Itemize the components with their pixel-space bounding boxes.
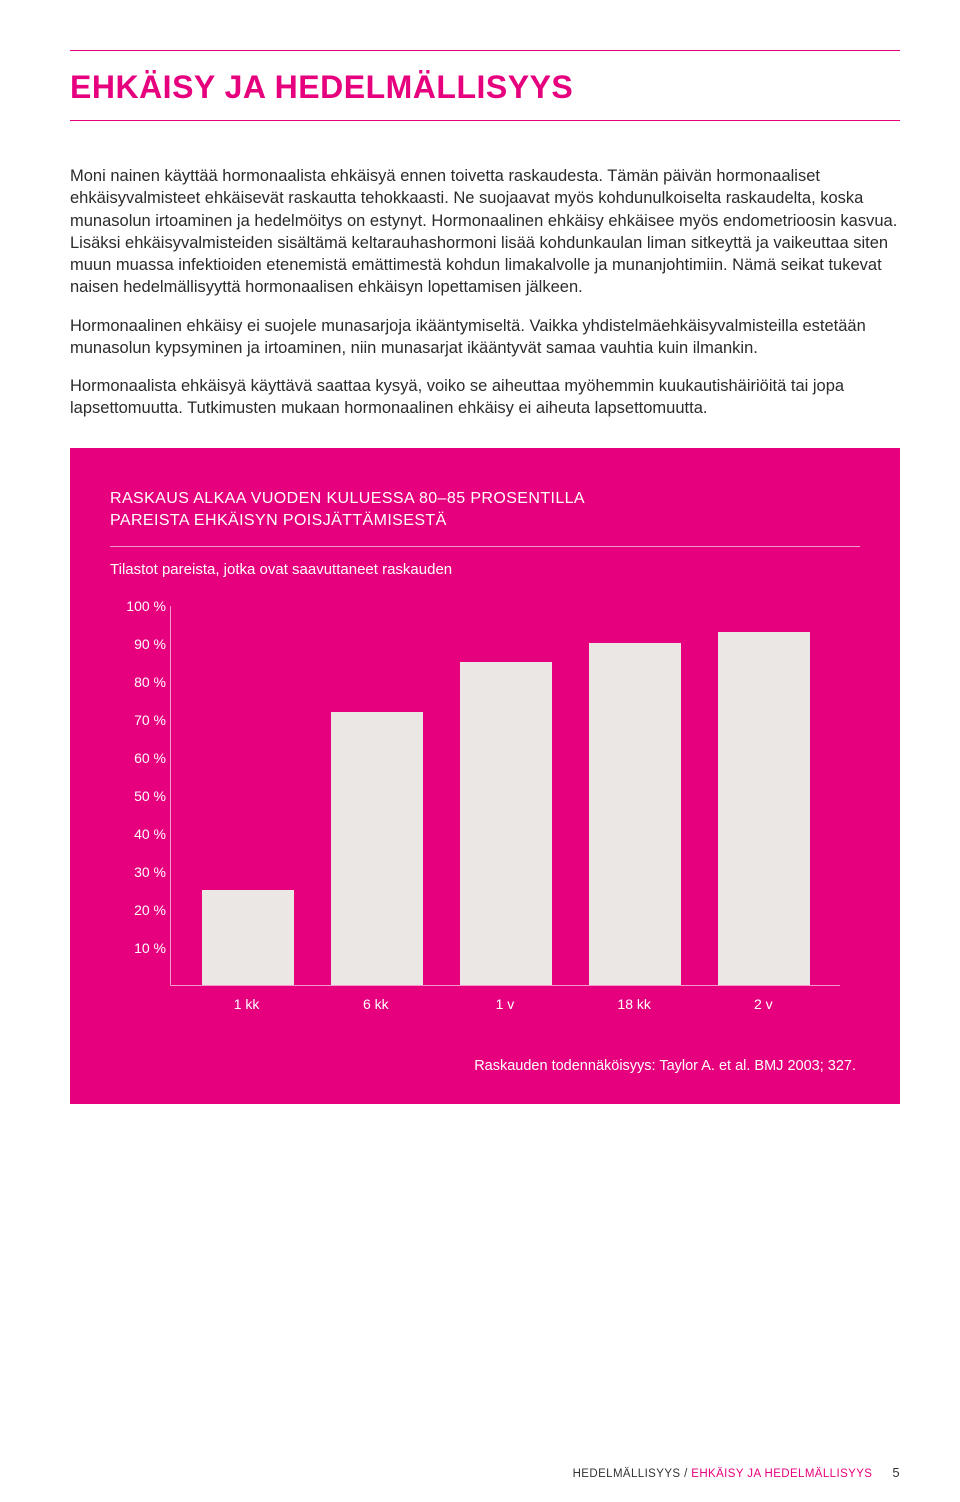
y-tick-label: 50 %: [134, 788, 166, 804]
chart-title: RASKAUS ALKAA VUODEN KULUESSA 80–85 PROS…: [110, 488, 860, 533]
y-tick-label: 30 %: [134, 864, 166, 880]
paragraph-3: Hormonaalista ehkäisyä käyttävä saattaa …: [70, 375, 900, 420]
y-tick-label: 60 %: [134, 750, 166, 766]
y-tick-label: 40 %: [134, 826, 166, 842]
chart-panel: RASKAUS ALKAA VUODEN KULUESSA 80–85 PROS…: [70, 448, 900, 1105]
y-tick-label: 90 %: [134, 636, 166, 652]
y-tick-label: 100 %: [126, 598, 166, 614]
y-axis-labels: 100 %90 %80 %70 %60 %50 %40 %30 %20 %10 …: [112, 606, 166, 986]
chart-subtitle: Tilastot pareista, jotka ovat saavuttane…: [110, 561, 860, 578]
x-axis-labels: 1 kk 6 kk 1 v 18 kk 2 v: [170, 986, 840, 1012]
y-tick-label: 10 %: [134, 940, 166, 956]
chart-bar: [589, 643, 681, 985]
chart-area: 100 %90 %80 %70 %60 %50 %40 %30 %20 %10 …: [170, 606, 840, 1012]
chart-title-line2: PAREISTA EHKÄISYN POISJÄTTÄMISESTÄ: [110, 512, 447, 529]
x-tick-label: 18 kk: [588, 996, 680, 1012]
y-tick-label: 80 %: [134, 674, 166, 690]
page-number: 5: [892, 1465, 900, 1480]
chart-title-line1: RASKAUS ALKAA VUODEN KULUESSA 80–85 PROS…: [110, 490, 585, 507]
x-tick-label: 1 v: [459, 996, 551, 1012]
paragraph-1: Moni nainen käyttää hormonaalista ehkäis…: [70, 165, 900, 299]
footer-subsection: EHKÄISY JA HEDELMÄLLISYYS: [691, 1468, 872, 1480]
x-tick-label: 1 kk: [201, 996, 293, 1012]
page-title: EHKÄISY JA HEDELMÄLLISYYS: [70, 50, 900, 121]
footer-section: HEDELMÄLLISYYS: [573, 1468, 681, 1480]
chart-citation: Raskauden todennäköisyys: Taylor A. et a…: [110, 1058, 860, 1074]
body-text: Moni nainen käyttää hormonaalista ehkäis…: [70, 165, 900, 420]
chart-bar: [460, 662, 552, 985]
y-tick-label: 70 %: [134, 712, 166, 728]
y-tick-label: 20 %: [134, 902, 166, 918]
chart-divider: [110, 546, 860, 547]
x-tick-label: 2 v: [717, 996, 809, 1012]
footer-sep: /: [680, 1468, 691, 1480]
chart-bar: [202, 890, 294, 985]
chart-plot: [170, 606, 840, 986]
chart-bar: [331, 712, 423, 986]
x-tick-label: 6 kk: [330, 996, 422, 1012]
paragraph-2: Hormonaalinen ehkäisy ei suojele munasar…: [70, 315, 900, 360]
page-footer: HEDELMÄLLISYYS / EHKÄISY JA HEDELMÄLLISY…: [573, 1465, 900, 1480]
chart-bar: [718, 632, 810, 985]
